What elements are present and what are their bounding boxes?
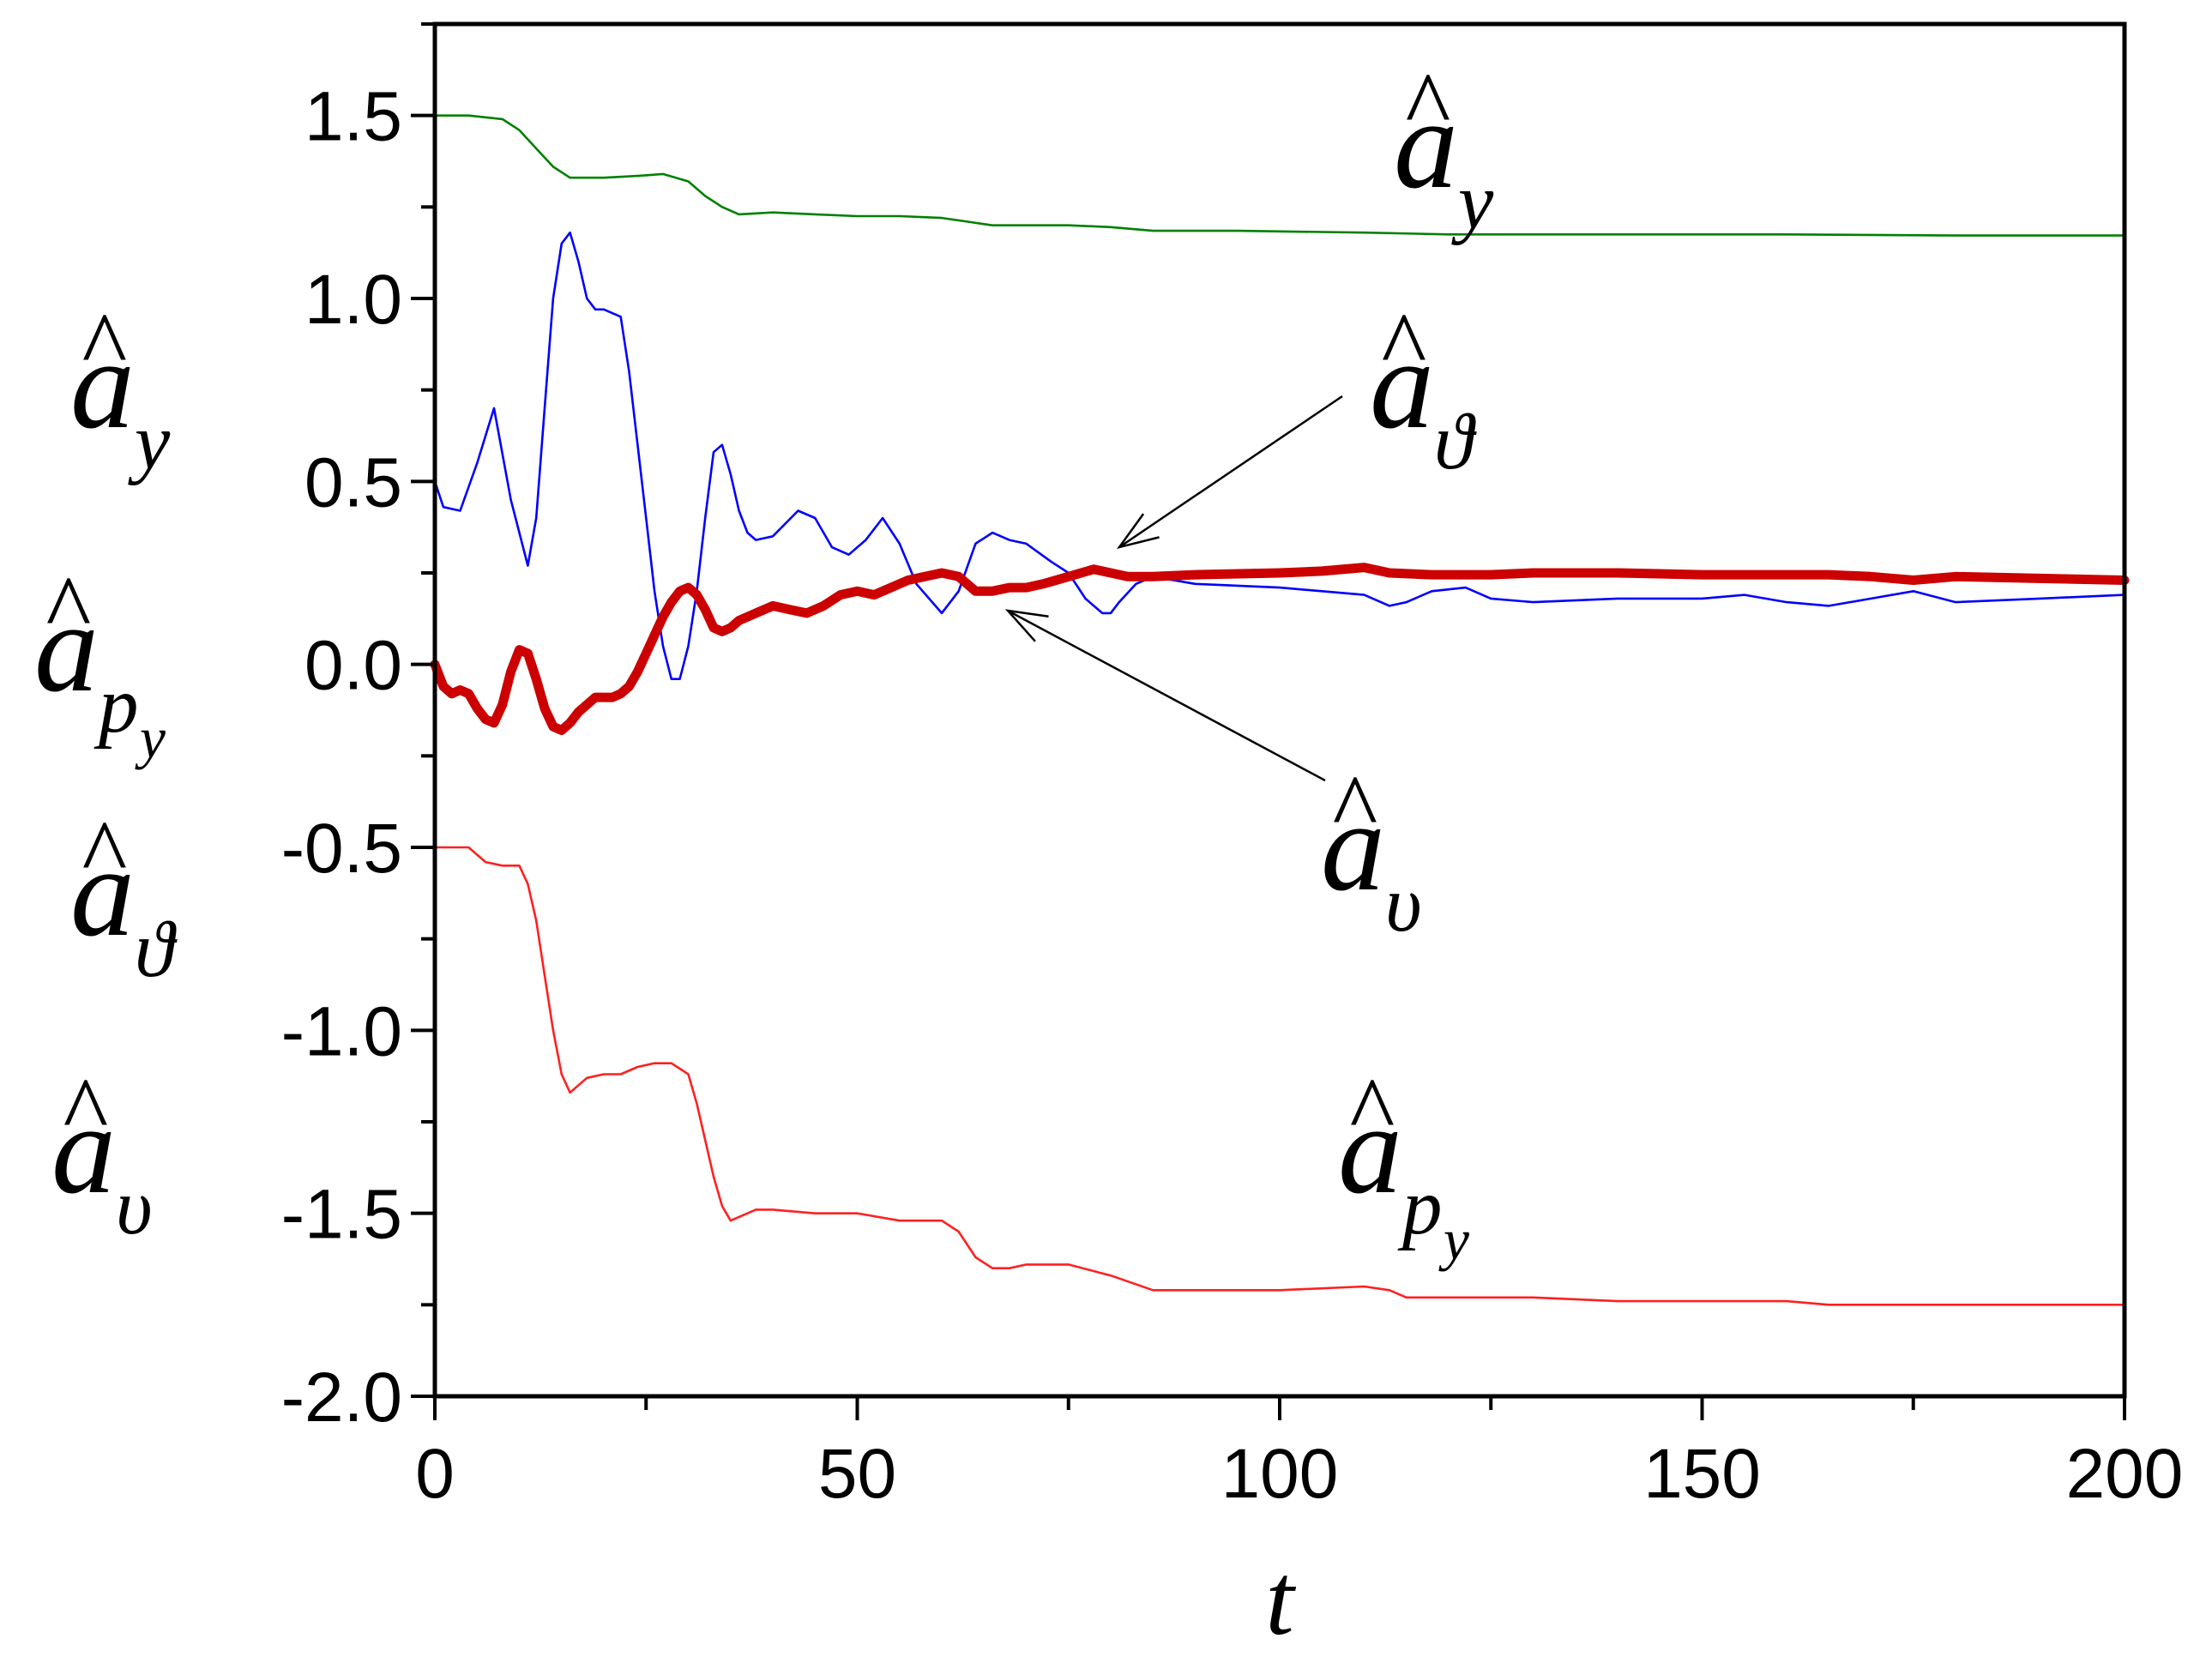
- symbol-subsubscript: y: [1438, 1208, 1469, 1272]
- symbol-base: a: [51, 1078, 116, 1220]
- x-tick-label: 150: [1643, 1435, 1761, 1513]
- symbol-subscript: υ: [1385, 860, 1422, 949]
- symbol-subscript: p: [1397, 1163, 1443, 1251]
- symbol-hat: ^: [63, 1058, 109, 1165]
- symbol-subscript: p: [93, 661, 139, 750]
- arrow-head: [1004, 609, 1049, 642]
- plot-frame: [432, 21, 2127, 1399]
- y-tick-label: -1.5: [281, 1176, 402, 1254]
- symbol-base: a: [1370, 313, 1434, 455]
- symbol-hat: ^: [1406, 53, 1451, 160]
- series-line-3: [433, 846, 2126, 1306]
- symbol-subscript: y: [128, 398, 171, 486]
- symbol-base: a: [34, 576, 99, 719]
- symbol-subscript: ϑ: [1434, 398, 1477, 486]
- series-line-1: [433, 231, 2126, 680]
- arrow-head: [1116, 513, 1160, 550]
- symbol-hat: ^: [82, 293, 128, 400]
- y-tick-label: 1.5: [304, 78, 402, 156]
- symbol-hat: ^: [1382, 293, 1427, 400]
- symbol-base: a: [1338, 1078, 1402, 1220]
- y-tick-label: -0.5: [281, 810, 402, 888]
- symbol-base: a: [1394, 73, 1458, 215]
- arrow-to-a-upsilon: [1004, 609, 1326, 782]
- ylabel-a-theta: a^ϑ: [70, 801, 178, 994]
- symbol-base: a: [1321, 775, 1385, 918]
- curve-label-a-upsilon: a^υ: [1321, 756, 1422, 949]
- arrow-to-a-theta: [1116, 395, 1343, 550]
- x-tick-label: 100: [1221, 1435, 1339, 1513]
- curve-label-a-py: a^p y: [1338, 1058, 1469, 1272]
- y-tick-label: 0.0: [304, 627, 402, 705]
- labels-layer: 0 50 100 150 200 1.5 1.0 0.5 0.0 -0.5 -1.0 -1.5 -2.0…: [34, 53, 2183, 1656]
- symbol-hat: ^: [1350, 1058, 1395, 1165]
- y-tick-label: -2.0: [281, 1359, 402, 1437]
- symbol-subsubscript: y: [135, 706, 166, 770]
- arrows-layer: [1004, 395, 1343, 782]
- curve-label-a-theta: a^ϑ: [1370, 293, 1477, 486]
- ticks-layer: [411, 22, 2126, 1420]
- symbol-hat: ^: [82, 801, 128, 907]
- x-tick-label: 200: [2066, 1435, 2184, 1513]
- x-tick-label: 50: [818, 1435, 896, 1513]
- symbol-hat: ^: [46, 557, 92, 663]
- x-tick-label: 0: [415, 1435, 455, 1513]
- symbol-hat: ^: [1333, 756, 1378, 862]
- arrow-shaft: [1118, 395, 1343, 549]
- y-tick-label: 0.5: [304, 443, 402, 521]
- symbol-base: a: [70, 313, 135, 455]
- ylabel-a-y: a^y: [70, 293, 171, 486]
- curve-label-a-y: a^y: [1394, 53, 1494, 246]
- arrow-shaft: [1007, 609, 1326, 782]
- symbol-subscript: υ: [116, 1163, 153, 1251]
- y-tick-label: 1.0: [304, 261, 402, 339]
- symbol-base: a: [70, 821, 135, 963]
- series-line-0: [433, 114, 2126, 237]
- ylabel-a-upsilon: a^υ: [51, 1058, 153, 1251]
- symbol-subscript: ϑ: [135, 906, 178, 994]
- series-line-2: [430, 563, 2130, 735]
- series-layer: [430, 114, 2130, 1306]
- x-axis-label: t: [1265, 1542, 1296, 1656]
- symbol-subscript: y: [1451, 158, 1494, 246]
- y-tick-label: -1.0: [281, 992, 402, 1070]
- ylabel-a-py: a^p y: [34, 557, 166, 770]
